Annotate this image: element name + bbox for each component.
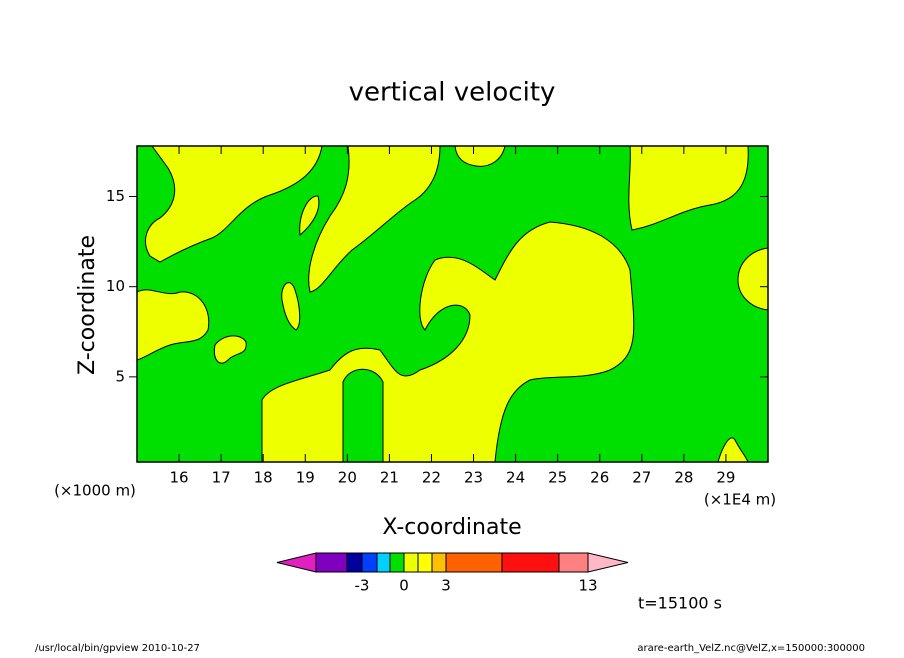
- colorbar-box: [431, 552, 447, 573]
- chart-title: vertical velocity: [349, 78, 556, 108]
- x-tick-label: 17: [212, 469, 231, 487]
- colorbar-tick-label: 13: [578, 577, 597, 595]
- colorbar-box: [403, 552, 419, 573]
- colorbar-tick-label: 0: [399, 577, 409, 595]
- x-tick-label: 26: [590, 469, 609, 487]
- plot-frame: [136, 145, 769, 463]
- footer-right: arare-earth_VelZ.nc@VelZ,x=150000:300000: [637, 643, 865, 654]
- contour-fill: [342, 368, 384, 463]
- contour-fill: [299, 195, 320, 236]
- y-tick-label: 10: [106, 277, 125, 295]
- x-tick-label: 29: [716, 469, 735, 487]
- colorbar-box: [417, 552, 433, 573]
- footer-left: /usr/local/bin/gpview 2010-10-27: [35, 643, 200, 654]
- x-tick-label: 20: [338, 469, 357, 487]
- x-tick-label: 18: [254, 469, 273, 487]
- y-tick-label: 15: [106, 187, 125, 205]
- x-unit: (×1E4 m): [704, 491, 776, 509]
- contour-fill: [145, 145, 323, 263]
- contour-fill: [454, 145, 506, 167]
- x-tick-label: 28: [674, 469, 693, 487]
- colorbar-tick-label: 3: [441, 577, 451, 595]
- contour-fill: [281, 282, 301, 331]
- contour-fill: [628, 145, 749, 231]
- colorbar-box: [276, 552, 317, 573]
- x-tick-label: 16: [170, 469, 189, 487]
- contour-fill: [136, 289, 210, 361]
- contour-fill: [737, 247, 769, 311]
- colorbar-box: [445, 552, 503, 573]
- x-tick-label: 19: [296, 469, 315, 487]
- time-label: t=15100 s: [638, 594, 722, 613]
- y-axis-label: Z-coordinate: [75, 235, 100, 375]
- x-tick-label: 22: [422, 469, 441, 487]
- x-tick-label: 27: [632, 469, 651, 487]
- contour-fill: [308, 145, 441, 293]
- y-unit: (×1000 m): [54, 482, 136, 500]
- colorbar-box: [389, 552, 405, 573]
- x-tick-label: 21: [380, 469, 399, 487]
- colorbar-box: [587, 552, 629, 573]
- x-tick-label: 24: [506, 469, 525, 487]
- contour-fill: [213, 335, 247, 364]
- colorbar-box: [346, 552, 363, 573]
- colorbar-box: [361, 552, 378, 573]
- y-tick-label: 5: [115, 367, 125, 385]
- colorbar-box: [376, 552, 391, 573]
- colorbar-box: [501, 552, 560, 573]
- x-axis-label: X-coordinate: [382, 515, 521, 540]
- colorbar-box: [315, 552, 348, 573]
- plot-area: [136, 145, 769, 463]
- colorbar-box: [558, 552, 589, 573]
- x-tick-label: 23: [464, 469, 483, 487]
- colorbar-tick-label: -3: [355, 577, 370, 595]
- x-tick-label: 25: [548, 469, 567, 487]
